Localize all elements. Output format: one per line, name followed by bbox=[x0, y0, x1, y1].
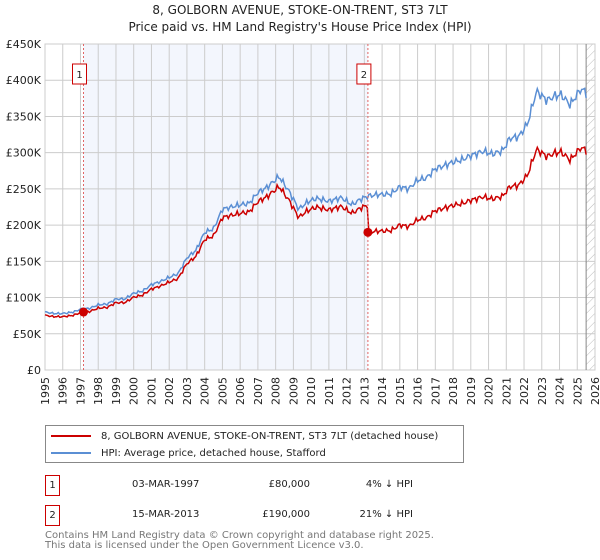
x-tick-label: 2023 bbox=[536, 377, 549, 405]
x-tick-label: 2007 bbox=[252, 377, 265, 405]
footer-license: This data is licensed under the Open Gov… bbox=[45, 540, 364, 551]
y-tick-label: £350K bbox=[6, 110, 42, 123]
hpi-line bbox=[44, 86, 587, 316]
y-tick-label: £50K bbox=[13, 328, 42, 341]
sale-label: 2 bbox=[361, 70, 367, 81]
x-tick-label: 1998 bbox=[92, 377, 105, 405]
x-tick-label: 2020 bbox=[483, 377, 496, 405]
sale-hpi-diff: 4% ↓ HPI bbox=[365, 479, 413, 490]
x-tick-label: 2008 bbox=[270, 377, 283, 405]
x-tick-label: 2012 bbox=[341, 377, 354, 405]
y-tick-label: £450K bbox=[6, 38, 42, 51]
x-tick-label: 2018 bbox=[447, 377, 460, 405]
x-tick-label: 1995 bbox=[39, 377, 52, 405]
x-tick-label: 2004 bbox=[199, 377, 212, 405]
sale-marker: 2 bbox=[45, 505, 60, 526]
sale-row: 1 03-MAR-1997 £80,000 4% ↓ HPI bbox=[45, 475, 445, 496]
y-tick-label: £400K bbox=[6, 74, 42, 87]
sale-point bbox=[363, 227, 373, 237]
y-tick-label: £150K bbox=[6, 255, 42, 268]
x-tick-label: 1996 bbox=[57, 377, 70, 405]
sale-marker: 1 bbox=[45, 475, 60, 496]
plot-border bbox=[44, 43, 596, 371]
x-tick-label: 2009 bbox=[287, 377, 300, 405]
sale-hpi-diff: 21% ↓ HPI bbox=[359, 509, 413, 520]
x-tick-label: 2010 bbox=[305, 377, 318, 405]
legend-swatch-blue bbox=[51, 452, 91, 454]
sale-price: £190,000 bbox=[262, 509, 310, 520]
x-tick-label: 1997 bbox=[74, 377, 87, 405]
sale-label-box bbox=[356, 63, 372, 85]
chart-title: 8, GOLBORN AVENUE, STOKE-ON-TRENT, ST3 7… bbox=[152, 3, 448, 17]
future-hatch bbox=[586, 44, 595, 370]
x-tick-label: 2022 bbox=[518, 377, 531, 405]
x-tick-label: 2015 bbox=[394, 377, 407, 405]
x-tick-label: 2016 bbox=[412, 377, 425, 405]
x-tick-label: 2019 bbox=[465, 377, 478, 405]
sale-label-box bbox=[72, 63, 87, 85]
property-price-line bbox=[44, 145, 587, 319]
x-tick-label: 2021 bbox=[500, 377, 513, 405]
x-tick-label: 2002 bbox=[163, 377, 176, 405]
legend: 8, GOLBORN AVENUE, STOKE-ON-TRENT, ST3 7… bbox=[45, 425, 464, 463]
price-chart: 1 2 £0 £50K £100K £150K £200K £250K £300K £350K £4… bbox=[6, 38, 600, 405]
legend-label: 8, GOLBORN AVENUE, STOKE-ON-TRENT, ST3 7… bbox=[101, 430, 439, 442]
x-tick-label: 1999 bbox=[110, 377, 123, 405]
y-tick-label: £200K bbox=[6, 219, 42, 232]
x-tick-label: 2003 bbox=[181, 377, 194, 405]
x-tick-label: 2006 bbox=[234, 377, 247, 405]
footer: Contains HM Land Registry data © Crown c… bbox=[45, 531, 434, 551]
sale-date: 03-MAR-1997 bbox=[132, 479, 200, 490]
x-tick-label: 2026 bbox=[589, 377, 600, 405]
footer-copyright: Contains HM Land Registry data © Crown c… bbox=[45, 530, 434, 541]
x-tick-label: 2013 bbox=[358, 377, 371, 405]
x-tick-label: 2014 bbox=[376, 377, 389, 405]
y-tick-label: £0 bbox=[27, 364, 41, 377]
legend-swatch-red bbox=[51, 435, 91, 437]
legend-label: HPI: Average price, detached house, Staf… bbox=[101, 447, 326, 459]
sale-label: 1 bbox=[76, 70, 82, 81]
chart-subtitle: Price paid vs. HM Land Registry's House … bbox=[128, 20, 472, 34]
x-tick-label: 2011 bbox=[323, 377, 336, 405]
sale-row: 2 15-MAR-2013 £190,000 21% ↓ HPI bbox=[45, 505, 445, 526]
sale-date: 15-MAR-2013 bbox=[132, 509, 200, 520]
y-tick-label: £300K bbox=[6, 147, 42, 160]
sale-price: £80,000 bbox=[268, 479, 310, 490]
y-tick-label: £250K bbox=[6, 183, 42, 196]
x-tick-label: 2005 bbox=[216, 377, 229, 405]
x-tick-label: 2000 bbox=[128, 377, 141, 405]
sale-point bbox=[79, 307, 88, 317]
x-tick-label: 2024 bbox=[554, 377, 567, 405]
x-tick-label: 2025 bbox=[571, 377, 584, 405]
legend-item-hpi: HPI: Average price, detached house, Staf… bbox=[46, 445, 326, 461]
x-tick-label: 2017 bbox=[429, 377, 442, 405]
legend-item-property: 8, GOLBORN AVENUE, STOKE-ON-TRENT, ST3 7… bbox=[46, 428, 438, 444]
x-tick-label: 2001 bbox=[145, 377, 158, 405]
y-tick-label: £100K bbox=[6, 292, 42, 305]
